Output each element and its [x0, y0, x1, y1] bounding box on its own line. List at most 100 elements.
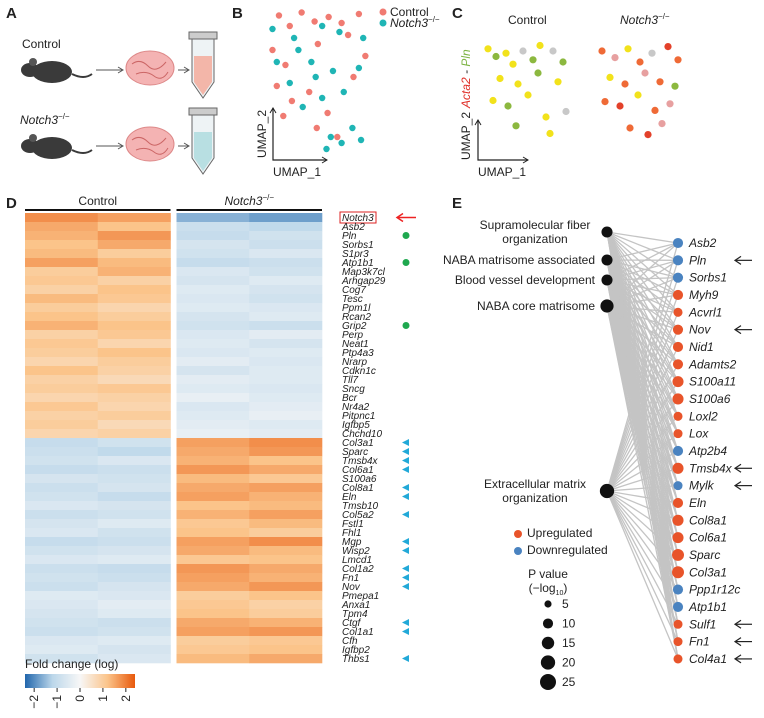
heatmap-cell: [97, 546, 171, 556]
heatmap-cell: [25, 627, 99, 637]
heatmap-cell: [25, 285, 99, 295]
gene-node: [672, 601, 684, 612]
heatmap-cell: [25, 609, 99, 619]
umap-point: [306, 88, 313, 96]
umap-point: [360, 34, 367, 42]
gene-label: Cog7: [342, 285, 366, 296]
edge: [606, 305, 679, 504]
gene-label: Ctgf: [342, 618, 362, 629]
heatmap-cell: [249, 492, 323, 502]
legend-swatch: [379, 8, 387, 16]
heatmap-cell: [25, 321, 99, 331]
legend-label: Control: [390, 5, 429, 19]
heatmap-cell: [25, 564, 99, 574]
umap-point: [611, 54, 619, 62]
umap-point: [357, 136, 365, 144]
umap-point: [275, 12, 283, 19]
edge: [606, 450, 679, 492]
arrows: [96, 66, 190, 150]
plot-title-sup: −/−: [658, 12, 670, 21]
heatmap-cell: [97, 654, 171, 664]
marker-triangle: [402, 583, 409, 590]
heatmap-cell: [176, 303, 250, 313]
heatmap-cell: [176, 276, 250, 286]
umap-point: [559, 58, 567, 66]
heatmap-cell: [176, 384, 250, 394]
heatmap-cell: [97, 231, 171, 241]
gene-label: Lox: [689, 427, 709, 441]
umap-point: [626, 124, 634, 132]
heatmap-cell: [249, 582, 323, 592]
gene-label: Sorbs1: [689, 271, 727, 285]
umap-point: [273, 82, 280, 90]
heatmap-cell: [25, 465, 99, 475]
heatmap-cell: [249, 627, 323, 637]
edge: [606, 433, 679, 492]
umap-point: [329, 67, 337, 75]
gene-label: Tmsb4x: [342, 456, 379, 467]
legend-label: Downregulated: [527, 543, 608, 557]
heatmap-cell: [25, 303, 99, 313]
umap-point: [502, 49, 510, 57]
heatmap-cell: [249, 285, 323, 295]
heatmap-cell: [97, 393, 171, 403]
gene-label: Col1a1: [342, 627, 374, 638]
gene-label: Col8a1: [689, 513, 727, 527]
heatmap-cell: [249, 429, 323, 439]
colorbar-tick-label: 0: [73, 695, 87, 702]
umap-point: [644, 131, 652, 139]
heatmap-cell: [176, 528, 250, 538]
umap-point: [674, 56, 682, 64]
column-label-sup: −/−: [262, 193, 274, 202]
plot-title: Control: [508, 13, 547, 27]
gene-node: [672, 497, 684, 509]
edge: [606, 259, 679, 382]
heatmap-cell: [176, 357, 250, 367]
gene-node: [672, 359, 684, 370]
marker-triangle: [402, 538, 409, 545]
heatmap-cell: [25, 546, 99, 556]
heatmap-cell: [249, 510, 323, 520]
heatmap-cell: [97, 213, 171, 223]
heatmap-cell: [176, 447, 250, 457]
heatmap-cell: [97, 321, 171, 331]
edge: [606, 490, 679, 608]
heatmap-cell: [249, 618, 323, 628]
umap-point: [519, 47, 527, 55]
gene-node: [672, 566, 684, 579]
gene-label: Ppm1l: [342, 303, 371, 314]
gene-label: Pmepa1: [342, 591, 379, 602]
x-axis-label: UMAP_1: [478, 165, 526, 179]
heatmap-cell: [97, 339, 171, 349]
edge: [606, 490, 679, 556]
edge: [606, 242, 679, 492]
edge: [606, 279, 679, 383]
edge: [606, 259, 679, 331]
umap-point: [636, 58, 644, 66]
heatmap-cell: [176, 330, 250, 340]
heatmap-cell: [176, 501, 250, 511]
gene-node: [672, 324, 684, 335]
heatmap-cell: [97, 591, 171, 601]
heatmap-cell: [249, 375, 323, 385]
heatmap-cell: [97, 645, 171, 655]
marker-triangle: [402, 484, 409, 491]
umap-point: [323, 145, 330, 153]
gene-label: S100a11: [689, 375, 736, 389]
heatmap-cell: [25, 447, 99, 457]
y-axis-label: Acta2 - Pln: [459, 49, 473, 109]
edge: [606, 242, 679, 281]
edge: [606, 305, 679, 452]
heatmap-cell: [249, 366, 323, 376]
edge: [606, 305, 679, 573]
heatmap-cell: [25, 501, 99, 511]
heatmap-cell: [249, 447, 323, 457]
gene-label: Arhgap29: [341, 276, 386, 287]
heatmap-cell: [176, 411, 250, 421]
gene-node: [672, 393, 684, 405]
umap-point: [308, 58, 315, 66]
umap-point: [658, 120, 666, 128]
colorbar-tick-label: 1: [96, 695, 110, 702]
gene-arrow-head: [733, 619, 742, 629]
gene-node: [672, 445, 684, 457]
